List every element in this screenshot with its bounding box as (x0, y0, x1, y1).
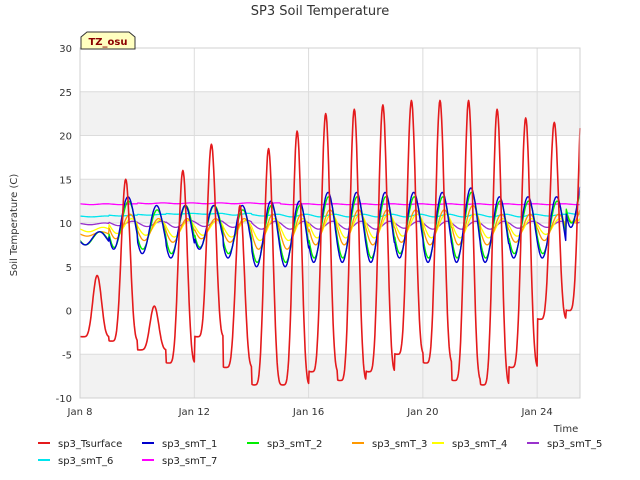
legend-item-sp3_Tsurface: sp3_Tsurface (38, 439, 122, 450)
plot-band (80, 266, 580, 311)
plot-band (80, 91, 580, 136)
x-tick-label: Jan 12 (178, 407, 210, 418)
y-axis-ticks: -10 -5 0 5 10 15 20 25 30 (56, 44, 72, 405)
x-axis-ticks: Jan 8 Jan 12 Jan 16 Jan 20 Jan 24 (67, 407, 553, 418)
y-tick-label: 5 (66, 263, 72, 274)
y-tick-label: 0 (66, 307, 72, 318)
legend-item-sp3_smT_4: sp3_smT_4 (432, 439, 507, 450)
legend-item-sp3_smT_7: sp3_smT_7 (142, 456, 217, 467)
plot-band (80, 354, 580, 398)
station-badge: TZ_osu (80, 31, 136, 50)
y-tick-label: 15 (59, 175, 72, 186)
legend-item-sp3_smT_1: sp3_smT_1 (142, 439, 217, 450)
legend-label: sp3_smT_1 (162, 439, 217, 450)
y-tick-label: 10 (59, 219, 72, 230)
y-tick-label: -10 (56, 394, 72, 405)
legend-label: sp3_Tsurface (58, 439, 122, 450)
legend-label: sp3_smT_6 (58, 456, 113, 467)
x-tick-label: Jan 20 (406, 407, 438, 418)
legend-label: sp3_smT_4 (452, 439, 507, 450)
y-tick-label: 20 (59, 132, 72, 143)
chart-title: SP3 Soil Temperature (251, 4, 389, 19)
legend-label: sp3_smT_2 (267, 439, 322, 450)
x-axis-label: Time (553, 424, 578, 435)
y-axis-label: Soil Temperature (C) (9, 174, 20, 277)
legend-item-sp3_smT_6: sp3_smT_6 (38, 456, 113, 467)
x-tick-label: Jan 16 (292, 407, 324, 418)
legend-label: sp3_smT_3 (372, 439, 427, 450)
legend-label: sp3_smT_7 (162, 456, 217, 467)
legend: sp3_Tsurface sp3_smT_1 sp3_smT_2 sp3_smT_3 s… (38, 439, 602, 467)
legend-item-sp3_smT_2: sp3_smT_2 (247, 439, 322, 450)
station-badge-label: TZ_osu (88, 37, 127, 48)
y-tick-label: 30 (59, 44, 72, 55)
x-tick-label: Jan 24 (520, 407, 552, 418)
series-lines (79, 99, 581, 386)
x-tick-label: Jan 8 (67, 407, 93, 418)
plot-frame (79, 47, 581, 399)
y-tick-label: -5 (62, 350, 72, 361)
legend-item-sp3_smT_3: sp3_smT_3 (352, 439, 427, 450)
y-tick-label: 25 (59, 88, 72, 99)
legend-item-sp3_smT_5: sp3_smT_5 (527, 439, 602, 450)
series-line-sp3_Tsurface (79, 99, 581, 386)
legend-label: sp3_smT_5 (547, 439, 602, 450)
